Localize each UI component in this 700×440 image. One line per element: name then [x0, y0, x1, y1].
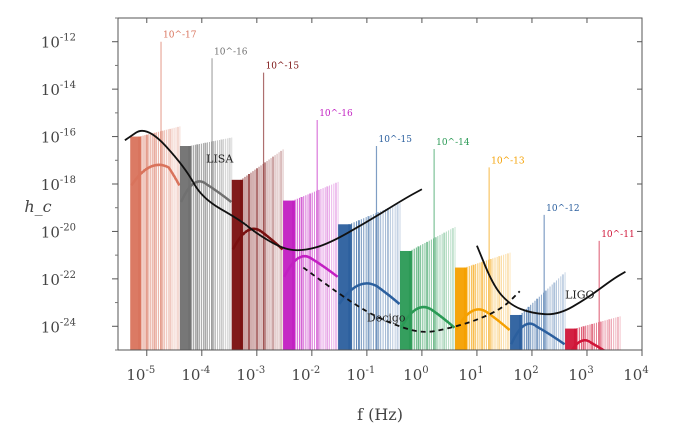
- x-tick-label-base-8: 10: [568, 366, 587, 384]
- y-tick-label-4: 10-20: [41, 222, 76, 241]
- source-bump-curve-7: [510, 322, 566, 346]
- y-tick-label-base-5: 10: [41, 271, 60, 289]
- source-bump-curve-5: [400, 305, 456, 329]
- source-band-1: [179, 58, 233, 350]
- x-tick-label-base-3: 10: [291, 366, 310, 384]
- source-label-4: 10^-15: [378, 135, 412, 145]
- x-tick-label-exp-9: 4: [642, 365, 648, 376]
- y-tick-label-6: 10-24: [41, 317, 76, 336]
- detector-curve-1: [302, 266, 521, 333]
- x-tick-label-base-6: 10: [458, 366, 477, 384]
- x-tick-label-base-7: 10: [513, 366, 532, 384]
- source-solid-block-0: [130, 136, 142, 350]
- source-bump-curve-2: [231, 227, 284, 251]
- source-bump-curve-3: [283, 254, 339, 278]
- source-label-1: 10^-16: [214, 47, 248, 57]
- x-tick-label-2: 10-3: [236, 365, 265, 384]
- x-tick-label-0: 10-5: [126, 365, 155, 384]
- x-tick-label-exp-3: -2: [311, 365, 321, 376]
- y-tick-label-0: 10-12: [41, 33, 76, 52]
- source-bump-curve-1: [179, 180, 233, 203]
- source-bump-curve-4: [338, 282, 401, 305]
- source-label-2: 10^-15: [266, 62, 300, 72]
- detector-label-0: LISA: [206, 153, 234, 166]
- x-tick-label-exp-4: -1: [366, 365, 376, 376]
- y-tick-label-exp-0: -12: [60, 33, 76, 44]
- source-solid-block-1: [179, 146, 192, 350]
- y-tick-label-2: 10-16: [41, 128, 76, 147]
- y-tick-label-base-1: 10: [41, 81, 60, 99]
- y-tick-label-base-6: 10: [41, 318, 60, 336]
- source-band-6: [455, 167, 511, 350]
- source-band-0: [130, 41, 181, 350]
- x-tick-label-8: 103: [568, 365, 593, 384]
- x-tick-label-exp-0: -5: [145, 365, 155, 376]
- plot-clip-group: [124, 41, 626, 350]
- source-band-2: [231, 72, 284, 350]
- x-tick-label-6: 101: [458, 365, 483, 384]
- x-tick-label-exp-2: -3: [255, 365, 265, 376]
- x-tick-label-base-0: 10: [126, 366, 145, 384]
- x-axis-label: f (Hz): [357, 405, 403, 424]
- source-solid-block-2: [231, 179, 244, 350]
- y-tick-label-exp-6: -24: [60, 317, 76, 328]
- y-tick-label-base-0: 10: [41, 34, 60, 52]
- source-label-8: 10^-11: [601, 230, 635, 240]
- source-label-5: 10^-14: [436, 138, 470, 148]
- y-tick-label-exp-5: -22: [60, 270, 76, 281]
- source-bump-curve-8: [570, 338, 606, 350]
- source-label-3: 10^-16: [319, 109, 353, 119]
- y-tick-label-5: 10-22: [41, 270, 76, 289]
- source-label-6: 10^-13: [491, 156, 525, 166]
- x-tick-label-exp-6: 1: [477, 365, 483, 376]
- y-tick-label-base-2: 10: [41, 129, 60, 147]
- x-tick-label-exp-7: 2: [532, 365, 538, 376]
- source-band-8: [565, 240, 621, 350]
- y-tick-label-exp-4: -20: [60, 222, 76, 233]
- detector-curve-0: [124, 129, 423, 252]
- x-tick-label-exp-5: 0: [422, 365, 428, 376]
- y-axis-label: h_c: [24, 197, 51, 216]
- x-tick-label-3: 10-2: [291, 365, 320, 384]
- y-tick-label-base-3: 10: [41, 176, 60, 194]
- x-tick-label-base-9: 10: [623, 366, 642, 384]
- x-tick-label-4: 10-1: [346, 365, 375, 384]
- source-band-3: [283, 119, 339, 350]
- x-tick-label-base-5: 10: [403, 366, 422, 384]
- detector-label-1: Decigo: [367, 311, 406, 324]
- x-tick-label-base-1: 10: [181, 366, 200, 384]
- x-tick-label-1: 10-4: [181, 365, 210, 384]
- y-tick-label-1: 10-14: [41, 80, 76, 99]
- x-tick-label-9: 104: [623, 365, 648, 384]
- axes: 10-5 10-4 10-3 10-2 10-1 100 101 102 103 10410-12…: [41, 17, 649, 384]
- x-tick-label-base-2: 10: [236, 366, 255, 384]
- x-tick-label-exp-1: -4: [200, 365, 210, 376]
- detector-curve-2: [476, 245, 626, 316]
- detector-label-2: LIGO: [565, 288, 594, 301]
- source-band-4: [338, 146, 401, 350]
- x-tick-label-5: 100: [403, 365, 428, 384]
- y-tick-label-exp-2: -16: [60, 128, 76, 139]
- y-tick-label-exp-1: -14: [60, 80, 76, 91]
- source-bump-curve-6: [455, 308, 511, 331]
- x-tick-label-base-4: 10: [346, 366, 365, 384]
- y-tick-label-3: 10-18: [41, 175, 76, 194]
- source-band-7: [510, 214, 566, 350]
- source-label-0: 10^-17: [163, 31, 197, 41]
- plot-area: 10^-17 10^-16 10^-15 10^-16 10^-15 10^-14 10^-…: [124, 31, 635, 350]
- y-tick-label-exp-3: -18: [60, 175, 76, 186]
- x-tick-label-7: 102: [513, 365, 538, 384]
- source-bump-curve-0: [130, 163, 181, 187]
- source-label-7: 10^-12: [546, 204, 580, 214]
- source-band-5: [400, 148, 456, 350]
- x-tick-label-exp-8: 3: [587, 365, 593, 376]
- y-tick-label-base-4: 10: [41, 223, 60, 241]
